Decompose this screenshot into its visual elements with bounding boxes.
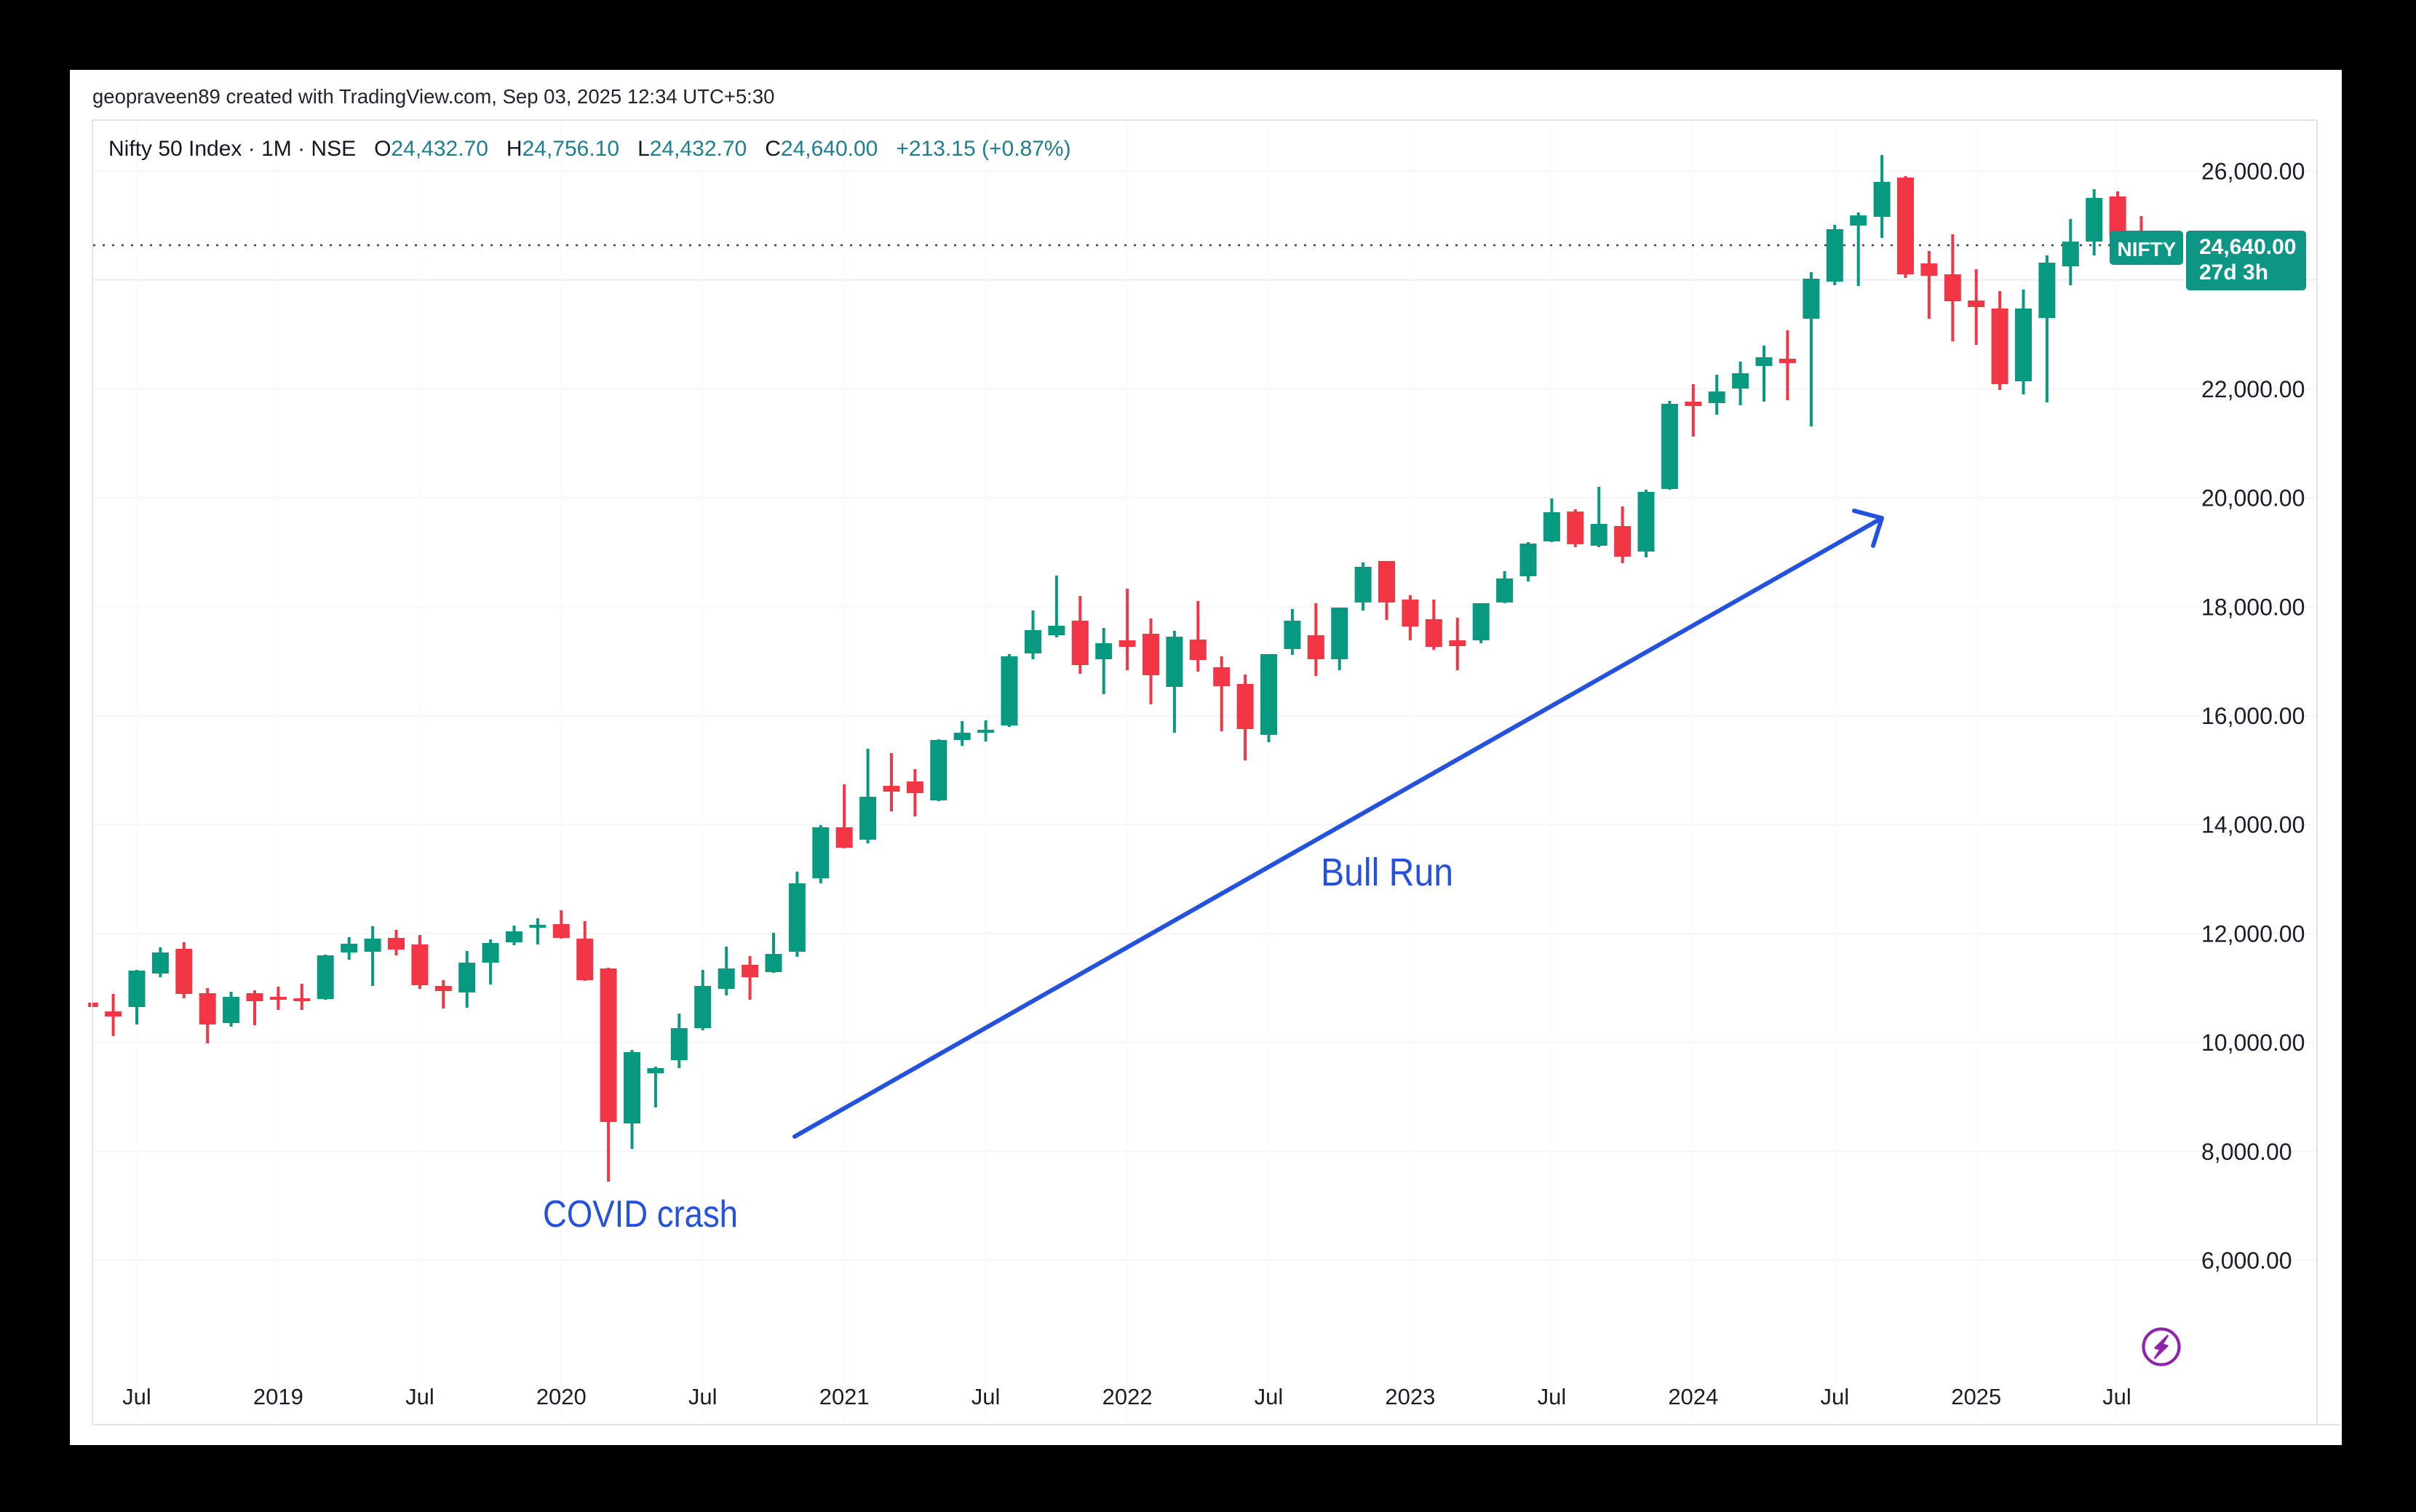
svg-text:Jul: Jul [122,1384,151,1409]
svg-text:Jul: Jul [971,1384,1001,1409]
svg-text:20,000.00: 20,000.00 [2201,485,2305,512]
svg-text:22,000.00: 22,000.00 [2201,376,2305,402]
svg-text:2023: 2023 [1385,1384,1435,1409]
svg-text:Bull Run: Bull Run [1321,851,1453,894]
svg-text:6,000.00: 6,000.00 [2201,1248,2292,1274]
svg-text:12,000.00: 12,000.00 [2201,920,2305,947]
svg-text:18,000.00: 18,000.00 [2201,594,2305,620]
svg-text:Jul: Jul [688,1384,718,1409]
svg-text:Jul: Jul [1255,1384,1284,1409]
svg-text:2025: 2025 [1951,1384,2001,1409]
svg-text:Nifty 50 Index · 1M · NSE O2: Nifty 50 Index · 1M · NSE O24,432.70 H24… [108,137,1071,161]
svg-text:2024: 2024 [1668,1384,1718,1409]
svg-text:2020: 2020 [536,1384,587,1409]
svg-text:Jul: Jul [405,1384,434,1409]
svg-text:Jul: Jul [1820,1384,1849,1409]
svg-text:Jul: Jul [2102,1384,2131,1409]
svg-text:2019: 2019 [253,1384,303,1409]
svg-text:10,000.00: 10,000.00 [2201,1030,2305,1056]
svg-text:26,000.00: 26,000.00 [2201,159,2305,185]
svg-text:8,000.00: 8,000.00 [2201,1139,2292,1165]
svg-text:2021: 2021 [819,1384,870,1409]
svg-text:NIFTY: NIFTY [2118,238,2177,260]
svg-text:Jul: Jul [1538,1384,1567,1409]
svg-text:24,640.00: 24,640.00 [2199,235,2296,259]
svg-text:geopraveen89 created with Trad: geopraveen89 created with TradingView.co… [92,85,774,108]
svg-text:2022: 2022 [1102,1384,1153,1409]
svg-text:16,000.00: 16,000.00 [2201,703,2305,729]
svg-text:14,000.00: 14,000.00 [2201,812,2305,838]
svg-text:COVID crash: COVID crash [543,1193,738,1236]
svg-text:27d 3h: 27d 3h [2199,260,2268,285]
